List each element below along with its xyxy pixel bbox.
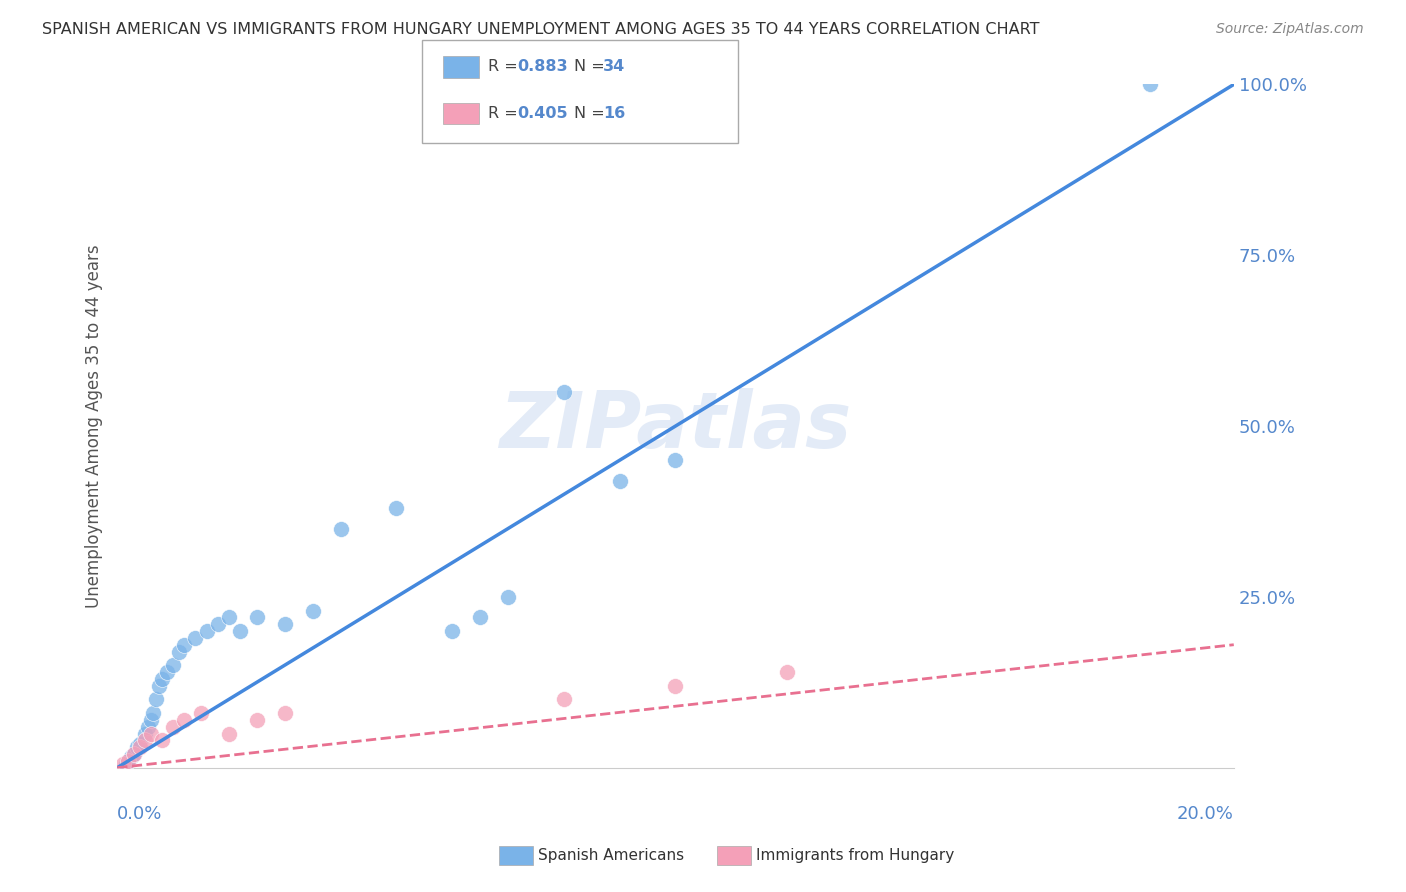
Point [246,713,269,727]
Point [139,713,162,727]
Point [162,720,184,734]
Point [553,384,575,399]
Text: Spanish Americans: Spanish Americans [538,848,685,863]
Point [173,713,195,727]
Text: N =: N = [574,106,610,120]
Point [218,610,240,624]
Point [117,754,139,768]
Point [385,501,408,516]
Text: 16: 16 [603,106,626,120]
Point [122,747,145,761]
Point [1139,78,1161,92]
Point [167,644,190,658]
Point [150,733,173,747]
Point [173,638,195,652]
Point [114,757,136,772]
Text: 0.883: 0.883 [517,60,568,74]
Text: R =: R = [488,60,523,74]
Text: 0.0%: 0.0% [117,805,163,823]
Point [156,665,179,679]
Text: 34: 34 [603,60,626,74]
Point [150,672,173,686]
Point [218,726,240,740]
Point [468,610,491,624]
Point [195,624,218,638]
Point [145,692,167,706]
Point [273,617,295,632]
Point [142,706,165,720]
Point [134,733,156,747]
Y-axis label: Unemployment Among Ages 35 to 44 years: Unemployment Among Ages 35 to 44 years [86,244,103,607]
Text: R =: R = [488,106,523,120]
Point [128,740,150,755]
Point [664,679,686,693]
Point [148,679,170,693]
Point [553,692,575,706]
Point [496,590,519,604]
Text: Immigrants from Hungary: Immigrants from Hungary [756,848,955,863]
Point [117,754,139,768]
Text: SPANISH AMERICAN VS IMMIGRANTS FROM HUNGARY UNEMPLOYMENT AMONG AGES 35 TO 44 YEA: SPANISH AMERICAN VS IMMIGRANTS FROM HUNG… [42,22,1039,37]
Point [273,706,295,720]
Point [125,740,148,755]
Point [246,610,269,624]
Point [111,757,134,772]
Text: 0.405: 0.405 [517,106,568,120]
Point [609,474,631,488]
Point [441,624,464,638]
Point [184,631,207,645]
Point [776,665,799,679]
Text: 20.0%: 20.0% [1177,805,1234,823]
Text: N =: N = [574,60,610,74]
Point [664,453,686,467]
Point [122,747,145,761]
Point [301,603,323,617]
Point [136,720,159,734]
Text: Source: ZipAtlas.com: Source: ZipAtlas.com [1216,22,1364,37]
Point [120,750,142,764]
Point [139,726,162,740]
Point [162,658,184,673]
Point [190,706,212,720]
Text: ZIPatlas: ZIPatlas [499,388,852,464]
Point [134,726,156,740]
Point [128,737,150,751]
Point [229,624,252,638]
Point [207,617,229,632]
Point [329,522,352,536]
